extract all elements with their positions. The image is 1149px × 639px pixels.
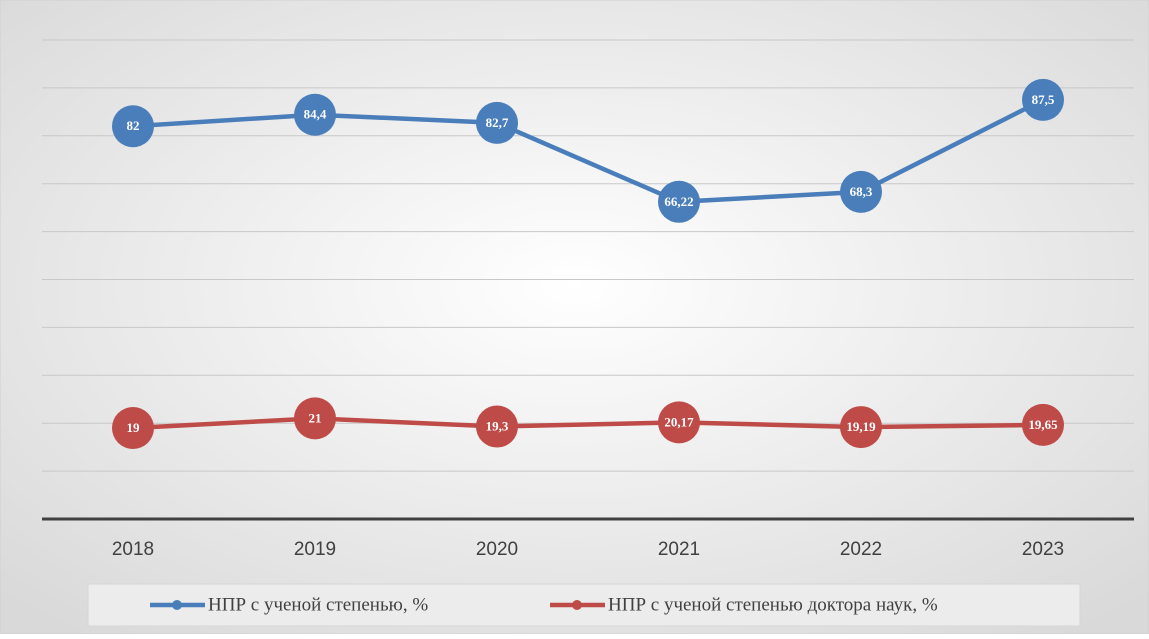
data-label: 84,4 bbox=[304, 107, 327, 122]
data-point bbox=[840, 170, 882, 213]
data-point bbox=[294, 93, 336, 136]
data-point bbox=[840, 406, 882, 449]
data-label: 19 bbox=[127, 420, 141, 435]
data-label: 21 bbox=[309, 410, 322, 425]
data-label: 68,3 bbox=[850, 184, 873, 199]
data-point bbox=[294, 397, 336, 440]
x-tick-label: 2018 bbox=[112, 539, 154, 560]
data-label: 19,65 bbox=[1028, 417, 1058, 432]
legend-marker bbox=[572, 600, 582, 610]
x-tick-label: 2022 bbox=[840, 539, 882, 560]
series-line bbox=[132, 97, 1045, 205]
data-label: 20,17 bbox=[664, 414, 694, 429]
legend-marker bbox=[172, 600, 182, 610]
data-point bbox=[476, 101, 518, 144]
x-tick-label: 2021 bbox=[658, 539, 700, 560]
data-label: 82 bbox=[127, 118, 140, 133]
data-label: 66,22 bbox=[664, 194, 693, 209]
data-label: 82,7 bbox=[486, 115, 509, 130]
data-point bbox=[658, 180, 700, 223]
x-tick-label: 2019 bbox=[294, 539, 336, 560]
data-point bbox=[112, 105, 154, 148]
x-tick-label: 2020 bbox=[476, 539, 518, 560]
data-label: 19,3 bbox=[486, 419, 509, 434]
data-point bbox=[476, 405, 518, 448]
data-point bbox=[1022, 78, 1064, 121]
data-point bbox=[112, 406, 154, 449]
legend-label: НПР с ученой степенью доктора наук, % bbox=[608, 594, 938, 615]
legend-label: НПР с ученой степенью, % bbox=[208, 594, 428, 615]
data-label: 19,19 bbox=[846, 419, 876, 434]
series-line bbox=[132, 416, 1044, 431]
data-point bbox=[658, 401, 700, 444]
x-tick-label: 2023 bbox=[1022, 539, 1064, 560]
data-label: 87,5 bbox=[1032, 92, 1055, 107]
data-point bbox=[1022, 403, 1064, 446]
